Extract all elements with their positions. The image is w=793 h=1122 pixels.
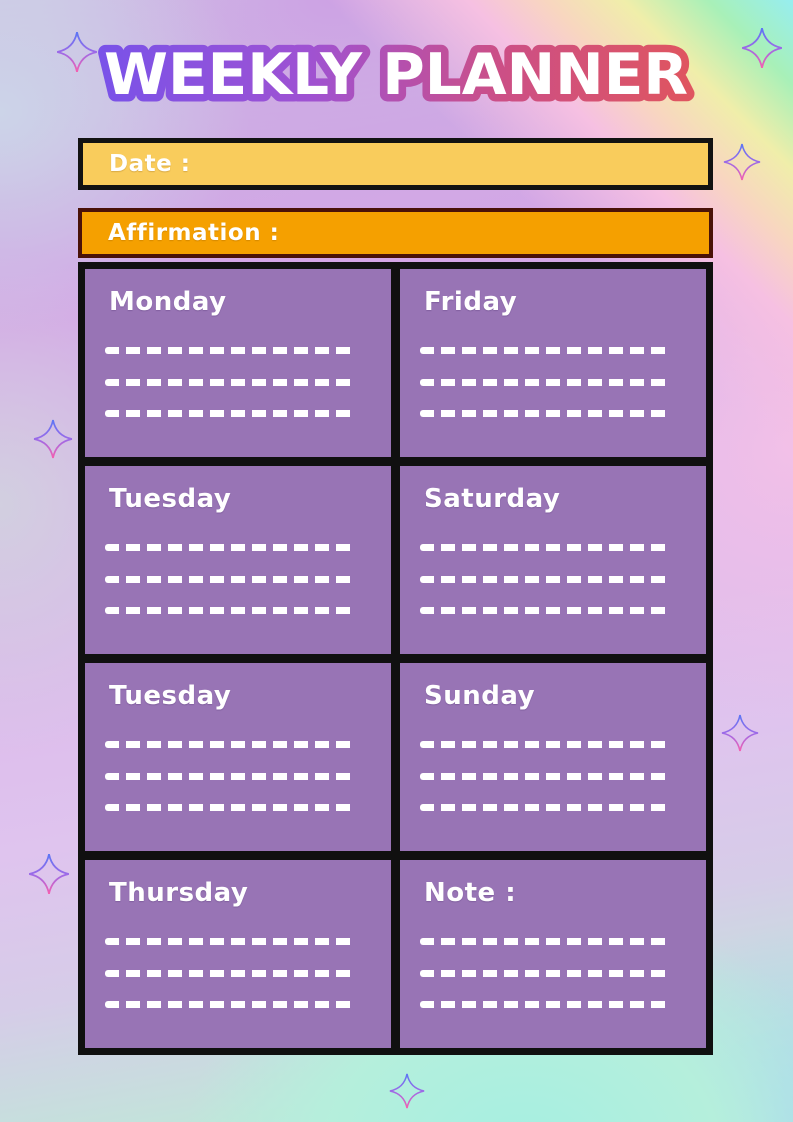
affirmation-label: Affirmation : [108, 220, 280, 246]
write-line[interactable] [420, 347, 671, 355]
day-label: Tuesday [109, 681, 232, 711]
planner-grid: Monday Friday Tuesday Saturday Tuesday Sunday… [78, 262, 713, 1055]
sparkle-icon [720, 713, 760, 753]
write-lines [105, 908, 371, 1032]
write-line[interactable] [420, 741, 671, 749]
write-line[interactable] [105, 772, 356, 780]
write-line[interactable] [105, 803, 356, 811]
write-lines [420, 514, 686, 638]
write-line[interactable] [105, 409, 356, 417]
write-lines [105, 711, 371, 835]
write-line[interactable] [420, 544, 671, 552]
write-lines [420, 711, 686, 835]
write-line[interactable] [420, 575, 671, 583]
day-card: Friday [400, 269, 706, 457]
day-label: Saturday [424, 484, 561, 514]
write-lines [420, 908, 686, 1032]
write-line[interactable] [105, 1000, 356, 1008]
day-card: Sunday [400, 663, 706, 851]
write-lines [105, 514, 371, 638]
write-line[interactable] [105, 378, 356, 386]
affirmation-field[interactable]: Affirmation : [78, 208, 713, 258]
day-label: Thursday [109, 878, 249, 908]
write-line[interactable] [105, 969, 356, 977]
sparkle-icon [32, 418, 74, 460]
day-label: Friday [424, 287, 518, 317]
day-card: Monday [85, 269, 391, 457]
write-lines [105, 317, 371, 441]
day-label: Tuesday [109, 484, 232, 514]
write-line[interactable] [420, 1000, 671, 1008]
day-card: Saturday [400, 466, 706, 654]
sparkle-icon [388, 1072, 426, 1110]
day-card: Tuesday [85, 466, 391, 654]
write-line[interactable] [420, 606, 671, 614]
sparkle-icon [27, 852, 71, 896]
date-field[interactable]: Date : [78, 138, 713, 190]
write-lines [420, 317, 686, 441]
day-card: Note : [400, 860, 706, 1048]
day-label: Sunday [424, 681, 536, 711]
write-line[interactable] [105, 544, 356, 552]
write-line[interactable] [105, 347, 356, 355]
sparkle-icon [722, 142, 762, 182]
write-line[interactable] [420, 803, 671, 811]
write-line[interactable] [420, 772, 671, 780]
day-card: Thursday [85, 860, 391, 1048]
write-line[interactable] [420, 378, 671, 386]
write-line[interactable] [105, 938, 356, 946]
write-line[interactable] [420, 409, 671, 417]
write-line[interactable] [420, 938, 671, 946]
sparkle-icon [740, 26, 784, 70]
page-title-text: WEEKLY PLANNER [104, 42, 688, 108]
day-label: Monday [109, 287, 227, 317]
page-title: WEEKLY PLANNER [86, 28, 706, 120]
write-line[interactable] [105, 741, 356, 749]
day-card: Tuesday [85, 663, 391, 851]
write-line[interactable] [420, 969, 671, 977]
day-label: Note : [424, 878, 517, 908]
date-label: Date : [109, 151, 191, 177]
write-line[interactable] [105, 606, 356, 614]
write-line[interactable] [105, 575, 356, 583]
